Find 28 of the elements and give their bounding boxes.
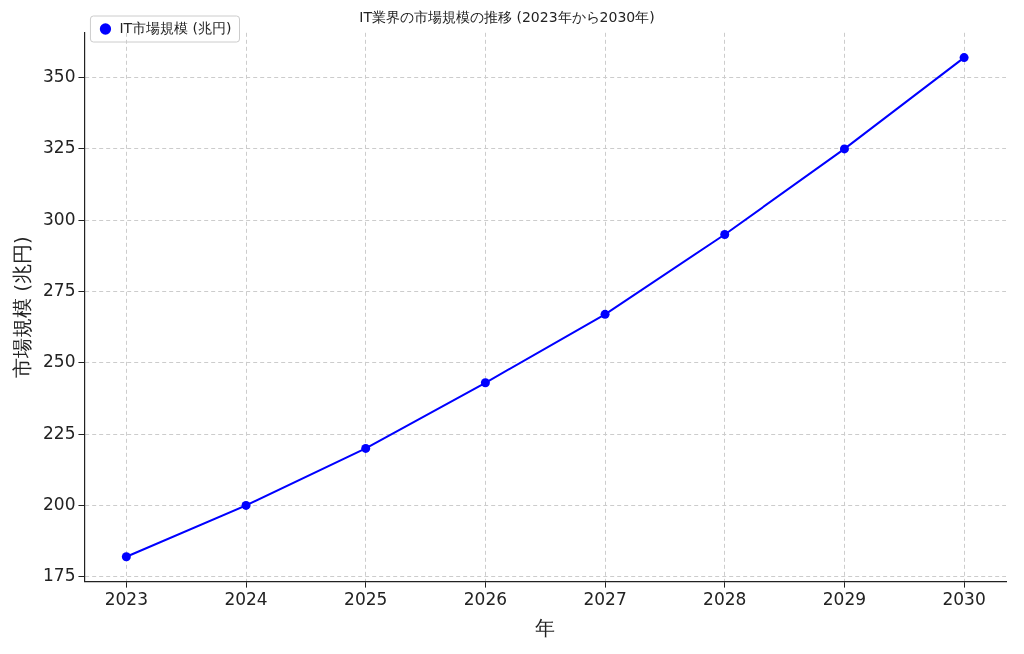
point bbox=[121, 552, 131, 562]
x-tick-label: 2029 bbox=[822, 589, 867, 610]
legend-label: IT市場規模 (兆円) bbox=[119, 19, 232, 36]
point bbox=[839, 144, 849, 154]
x-tick-label: 2023 bbox=[104, 589, 148, 610]
x-tick-label: 2030 bbox=[942, 589, 986, 610]
y-tick-label: 250 bbox=[42, 351, 76, 372]
x-tick-label: 2028 bbox=[703, 589, 747, 610]
point bbox=[361, 443, 371, 453]
y-tick-label: 275 bbox=[42, 279, 76, 300]
x-axis-title: 年 bbox=[535, 616, 556, 641]
y-tick-label: 225 bbox=[42, 422, 76, 443]
x-tick-label: 2024 bbox=[224, 589, 268, 610]
point bbox=[600, 309, 610, 319]
y-tick-label: 200 bbox=[42, 493, 76, 514]
point bbox=[959, 53, 969, 63]
y-tick-label: 175 bbox=[42, 565, 76, 586]
y-tick-label: 350 bbox=[42, 66, 76, 86]
point bbox=[241, 500, 251, 510]
y-tick-label: 300 bbox=[42, 208, 76, 229]
y-tick-label: 325 bbox=[42, 137, 76, 158]
point bbox=[720, 229, 730, 239]
chart-title: IT業界の市場規模の推移 (2023年から2030年) bbox=[359, 9, 655, 26]
x-tick-label: 2027 bbox=[583, 589, 627, 610]
x-tick-label: 2025 bbox=[344, 589, 388, 610]
point bbox=[480, 378, 490, 388]
x-tick-label: 2026 bbox=[463, 589, 508, 610]
y-axis-title: 市場規模 (兆円) bbox=[10, 236, 35, 379]
